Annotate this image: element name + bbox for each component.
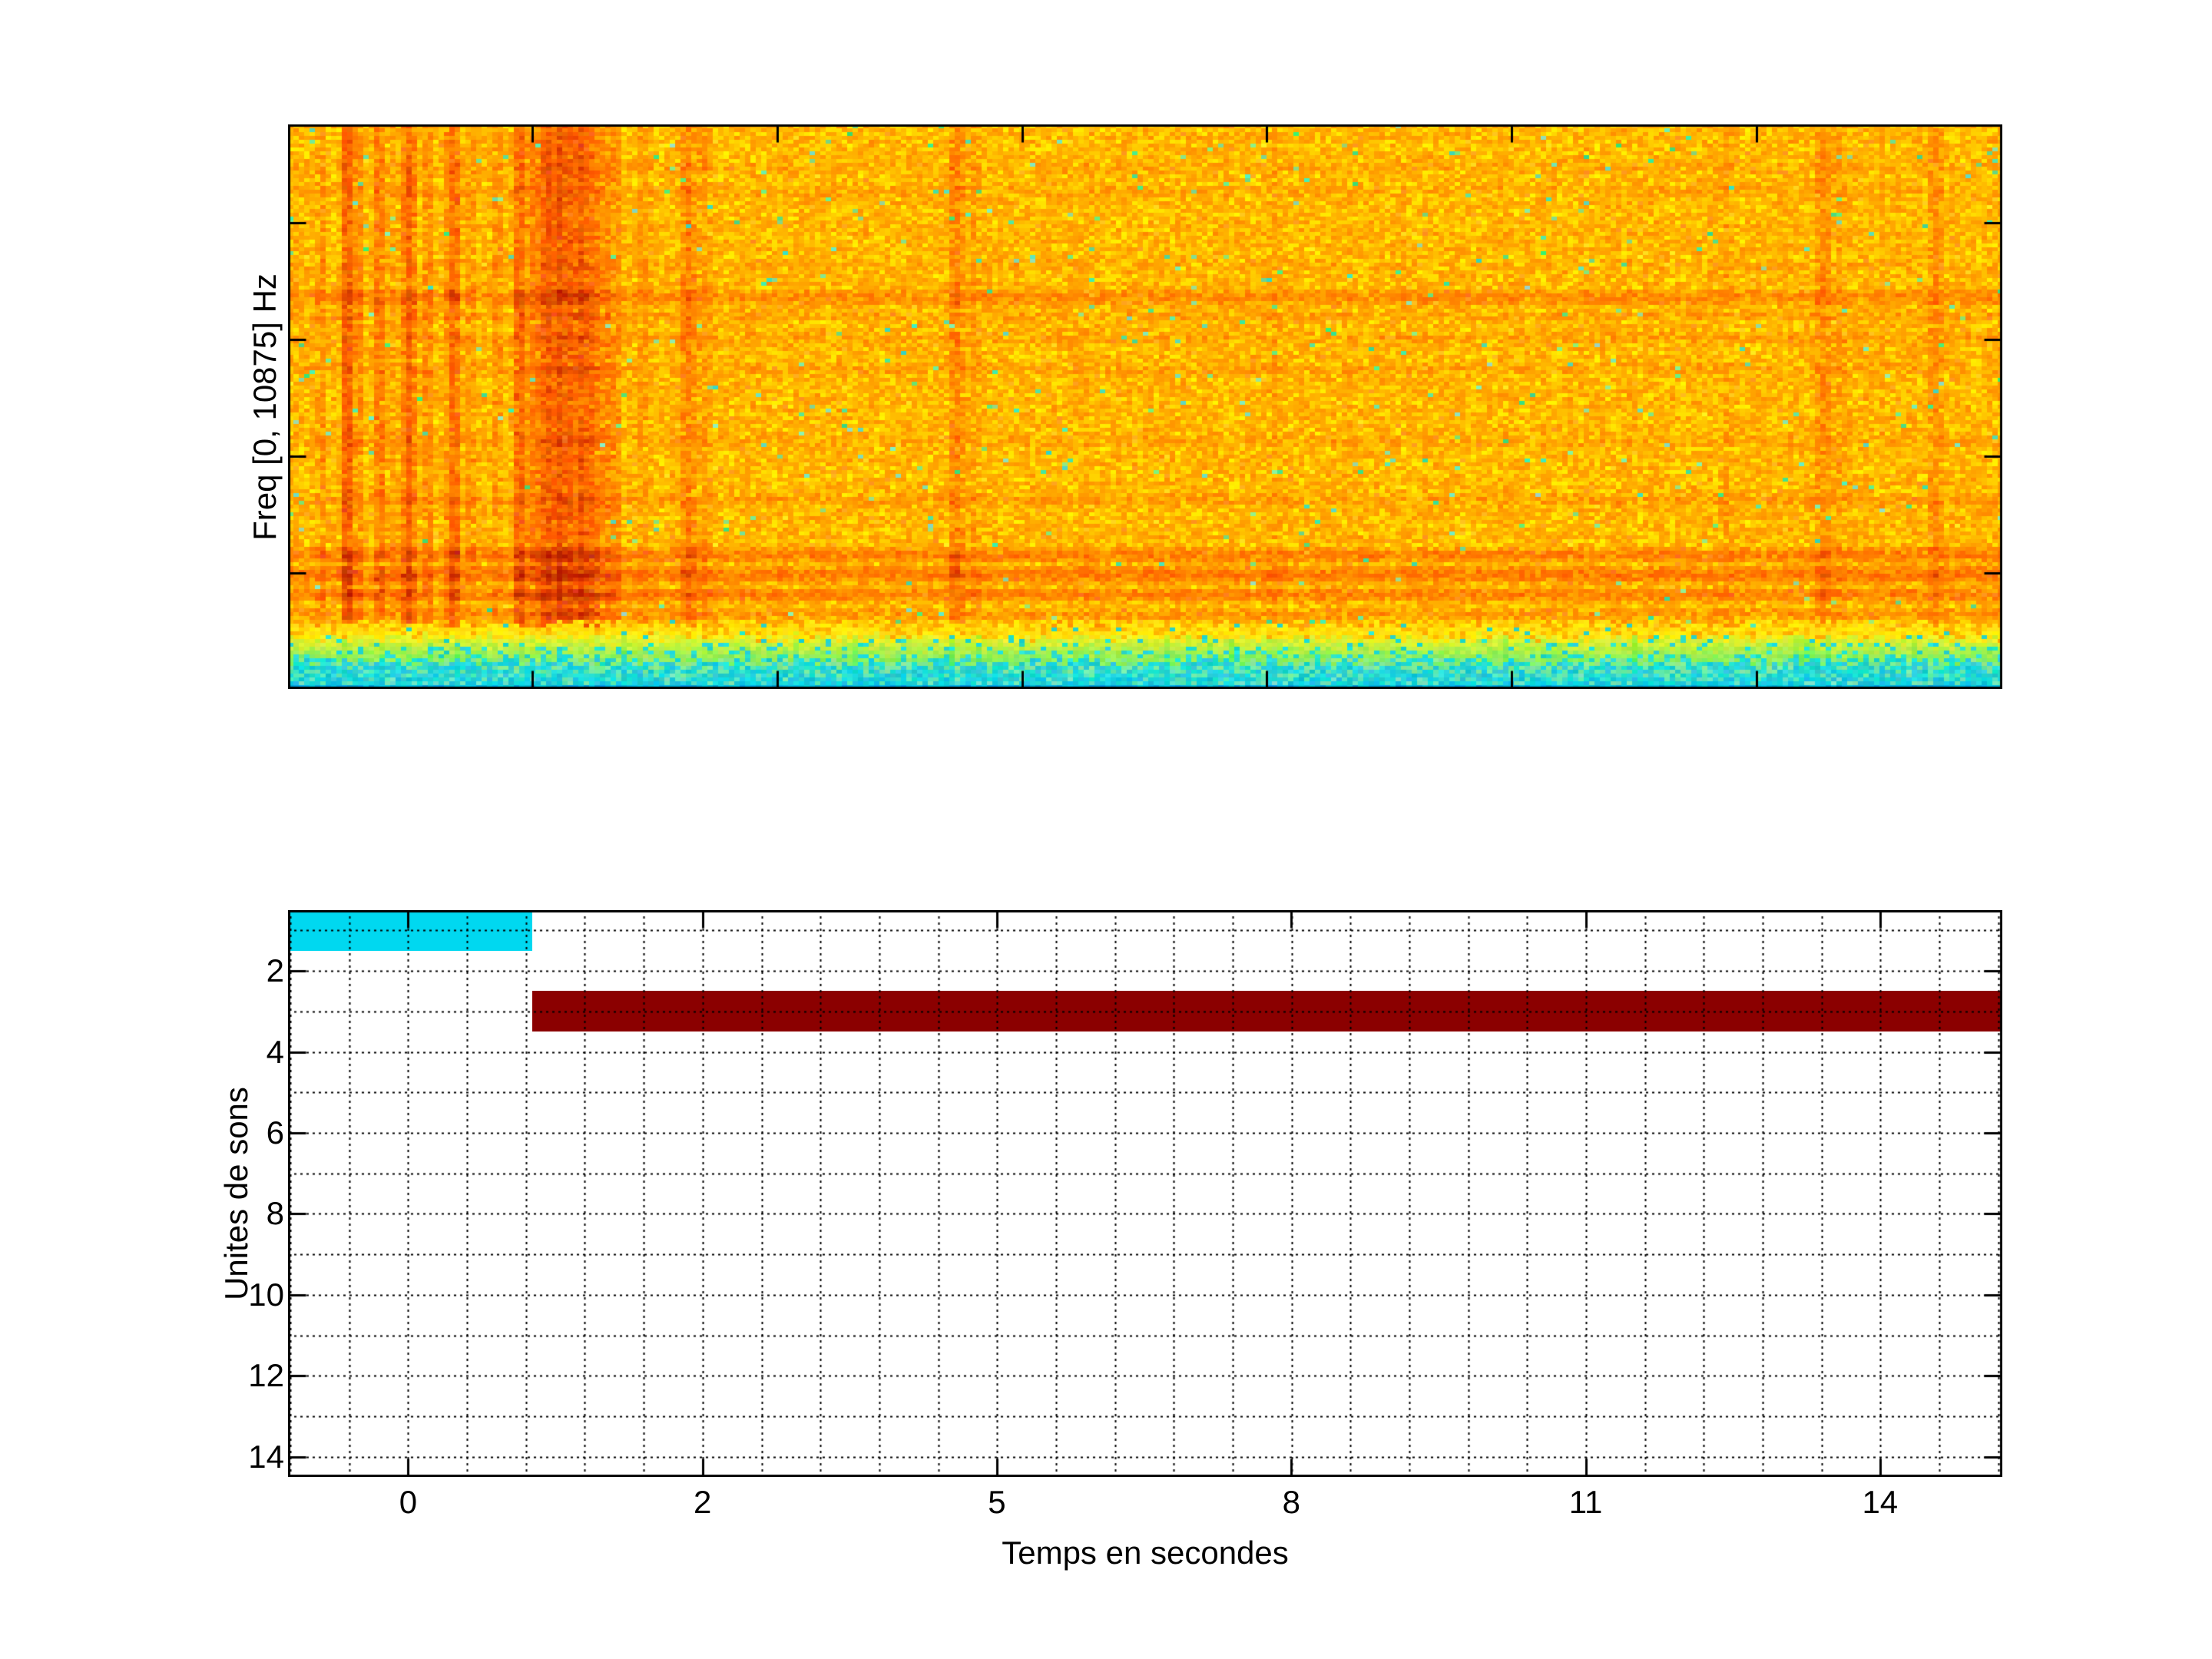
- y-tick-label: 12: [248, 1357, 284, 1394]
- x-tick-label: 2: [694, 1484, 712, 1520]
- spectrogram-subplot: [288, 124, 2002, 689]
- y-tick-label: 6: [266, 1114, 284, 1151]
- y-tick-label: 14: [248, 1438, 284, 1475]
- x-tick-label: 5: [988, 1484, 1006, 1520]
- sound-unit-3-bar: [531, 991, 2002, 1032]
- sound-units-subplot: [288, 910, 2002, 1477]
- sound-unit-1-bar: [288, 910, 532, 951]
- x-tick-label: 11: [1568, 1484, 1603, 1520]
- x-tick-label: 0: [399, 1484, 418, 1520]
- x-tick-label: 14: [1862, 1484, 1899, 1520]
- spectrogram-image: [288, 124, 2002, 689]
- y-tick-label: 4: [266, 1033, 284, 1070]
- x-tick-label: 8: [1282, 1484, 1300, 1520]
- y-tick-label: 10: [248, 1276, 284, 1313]
- top-ylabel: Freq [0, 10875] Hz: [247, 273, 283, 541]
- sound-unit-bars-layer: [288, 910, 2002, 1477]
- y-tick-label: 2: [266, 952, 284, 989]
- bottom-xlabel: Temps en secondes: [1002, 1535, 1289, 1571]
- y-tick-label: 8: [266, 1195, 284, 1232]
